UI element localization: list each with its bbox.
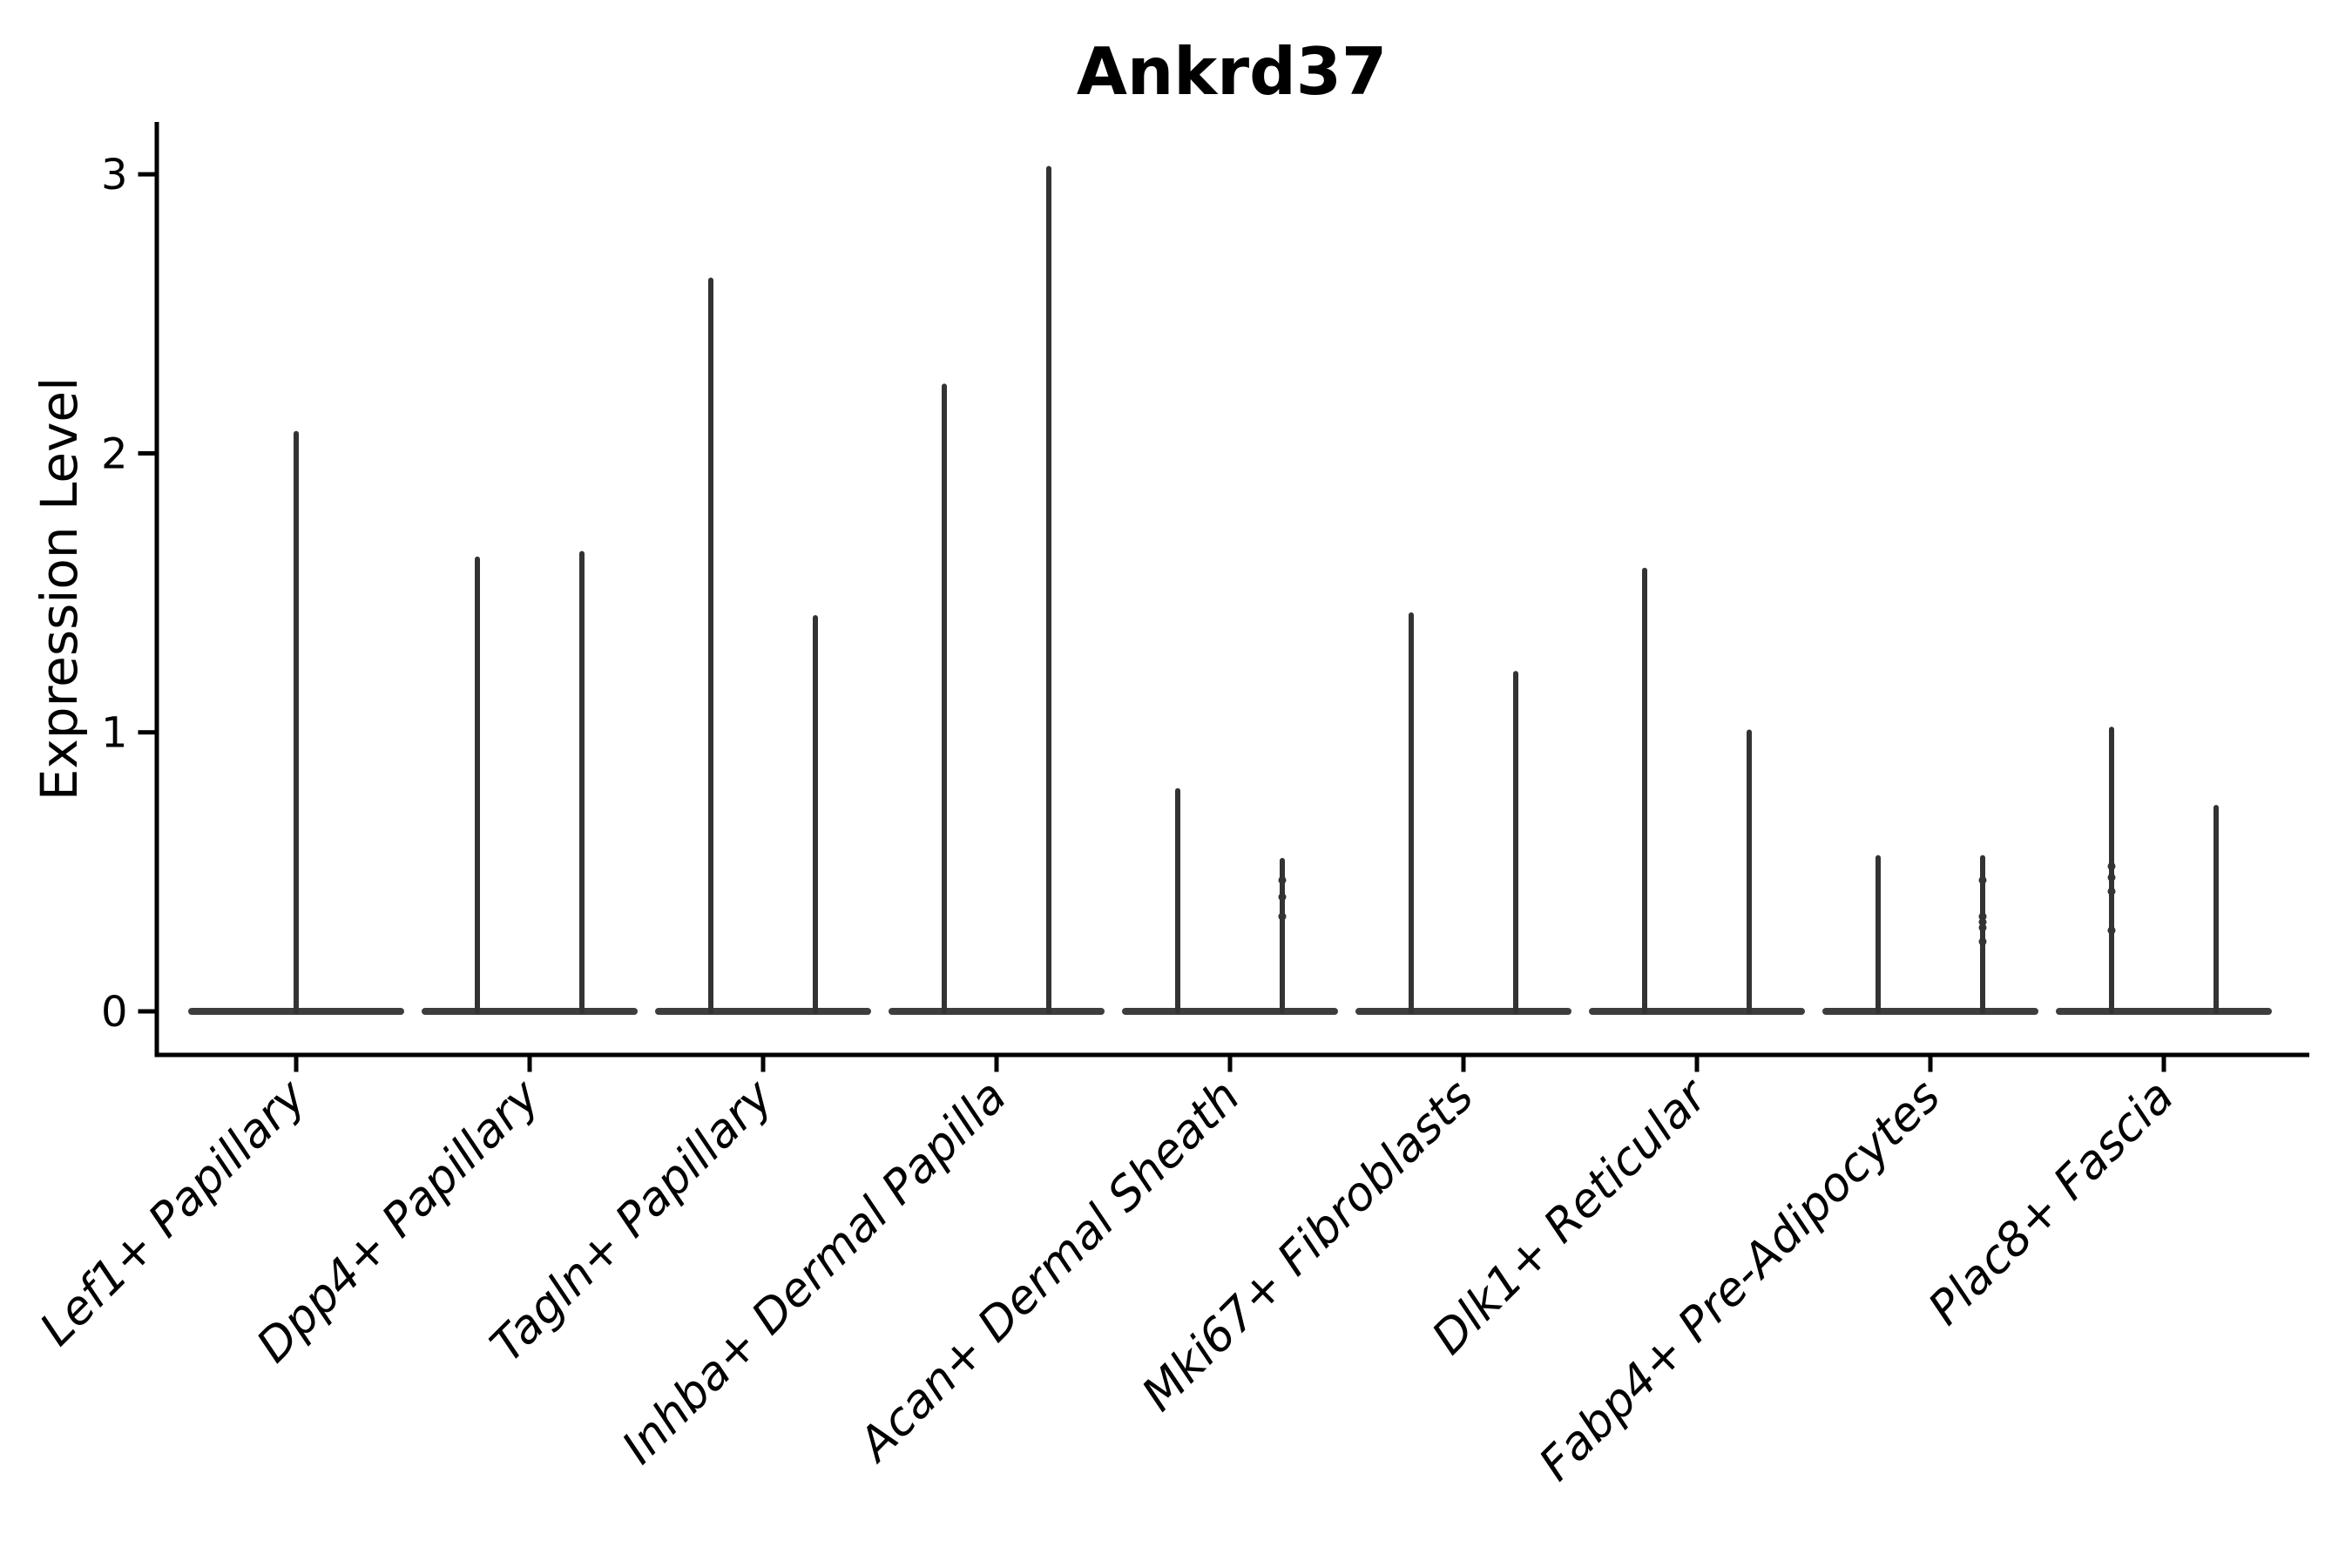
- violin-spike: [1747, 729, 1752, 1014]
- jitter-point: [2107, 887, 2116, 896]
- violin-spike: [2213, 804, 2219, 1014]
- x-tick: [294, 1056, 299, 1072]
- violin-baseline: [889, 1008, 1105, 1015]
- jitter-point: [2107, 873, 2116, 882]
- x-axis-category-label: Fabp4+ Pre-Adipocytes: [1530, 1070, 1951, 1491]
- violin-spike: [2109, 727, 2114, 1014]
- violin-baseline: [422, 1008, 638, 1015]
- x-tick: [1928, 1056, 1933, 1072]
- y-tick-label: 2: [101, 429, 128, 478]
- violin-spike: [1175, 787, 1180, 1014]
- violin-baseline: [1589, 1008, 1805, 1015]
- y-tick-label: 3: [101, 151, 128, 199]
- violin-spike: [1409, 612, 1414, 1014]
- violin-baseline: [1122, 1008, 1338, 1015]
- jitter-point: [2107, 926, 2116, 935]
- y-tick: [138, 172, 155, 177]
- y-tick-label: 1: [101, 709, 128, 758]
- x-axis-category-label: Acan+ Dermal Sheath: [848, 1070, 1251, 1473]
- y-axis-spine: [154, 122, 159, 1058]
- violin-spike: [813, 615, 818, 1014]
- violin-spike: [1876, 855, 1881, 1014]
- jitter-point: [1278, 912, 1287, 921]
- violin-spike: [475, 556, 480, 1014]
- jitter-point: [1978, 875, 1987, 884]
- jitter-point: [1978, 923, 1987, 932]
- violin-spike: [1980, 855, 1985, 1014]
- violin-spike: [579, 551, 585, 1014]
- violin-baseline: [2056, 1008, 2272, 1015]
- x-tick: [1227, 1056, 1233, 1072]
- x-axis-category-label: Inhba+ Dermal Papilla: [612, 1070, 1017, 1474]
- x-tick: [994, 1056, 999, 1072]
- chart-title: Ankrd37: [1077, 33, 1387, 110]
- x-tick: [527, 1056, 532, 1072]
- x-tick: [1461, 1056, 1466, 1072]
- y-tick-label: 0: [101, 988, 128, 1037]
- x-axis-category-label: Plac8+ Fascia: [1918, 1070, 2184, 1335]
- x-tick: [760, 1056, 766, 1072]
- jitter-point: [1278, 875, 1287, 884]
- violin-spike: [294, 430, 299, 1014]
- x-axis-spine: [154, 1052, 2309, 1058]
- y-tick: [138, 1009, 155, 1014]
- violin-spike: [1642, 567, 1647, 1014]
- y-tick: [138, 730, 155, 735]
- violin-baseline: [1355, 1008, 1571, 1015]
- x-tick: [2161, 1056, 2166, 1072]
- violin-spike: [1513, 671, 1518, 1014]
- jitter-point: [1978, 918, 1987, 927]
- jitter-point: [1278, 893, 1287, 902]
- violin-baseline: [655, 1008, 871, 1015]
- y-axis-label: Expression Level: [30, 377, 89, 801]
- violins-layer: [188, 166, 2272, 1015]
- violin-spike: [708, 277, 713, 1015]
- violin-spike: [942, 383, 947, 1014]
- violin-spike: [1046, 166, 1051, 1015]
- jitter-point: [1978, 912, 1987, 921]
- y-tick: [138, 450, 155, 456]
- jitter-point: [2107, 862, 2116, 870]
- jitter-point: [1978, 937, 1987, 946]
- x-tick: [1694, 1056, 1700, 1072]
- violin-baseline: [1822, 1008, 2038, 1015]
